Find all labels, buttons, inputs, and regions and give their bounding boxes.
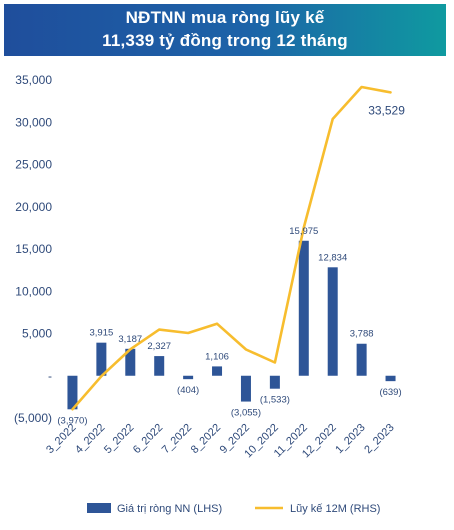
y-tick-label: 35,000 (15, 73, 52, 87)
bar-12_2022 (327, 267, 338, 376)
bar-11_2022 (298, 240, 309, 376)
bar-3_2022 (67, 375, 78, 410)
y-tick-label: 5,000 (22, 327, 52, 341)
legend: Giá trị ròng NN (LHS) Lũy kế 12M (RHS) (87, 503, 380, 515)
bar-5_2022 (125, 348, 136, 376)
y-tick-label: 20,000 (15, 200, 52, 214)
y-tick-label: 30,000 (15, 115, 52, 129)
bar-data-label: 3,915 (89, 328, 113, 339)
y-tick-label: 10,000 (15, 284, 52, 298)
x-tick-label: 7_2022 (160, 422, 194, 456)
title-banner: NĐTNN mua ròng lũy kế 11,339 tỷ đồng tro… (4, 4, 446, 56)
bar-data-label: 2,327 (147, 341, 171, 352)
bar-1_2023 (356, 343, 367, 376)
chart-title-line-1: NĐTNN mua ròng lũy kế (125, 8, 325, 27)
line-series (71, 85, 392, 411)
y-axis: (5,000) - 5,000 10,000 15,000 20,000 25,000 30,… (14, 73, 52, 425)
legend-bar-swatch (87, 503, 111, 513)
bar-7_2022 (183, 375, 194, 380)
y-tick-label: 15,000 (15, 242, 52, 256)
bar-10_2022 (269, 375, 280, 389)
chart-title-line-2: 11,339 tỷ đồng trong 12 tháng (102, 31, 348, 50)
line-end-label: 33,529 (368, 103, 405, 117)
bar-data-label: 3,788 (350, 329, 374, 340)
bar-data-label: (404) (177, 385, 199, 396)
x-tick-label: 5_2022 (102, 422, 136, 456)
bar-data-label: (639) (379, 387, 401, 398)
x-tick-label: 2_2023 (362, 422, 396, 456)
x-tick-label: 4_2022 (73, 422, 107, 456)
bar-series (67, 240, 396, 410)
x-tick-label: 8_2022 (189, 422, 223, 456)
x-tick-label: 1_2023 (333, 422, 367, 456)
bar-8_2022 (212, 366, 223, 376)
bar-data-label: 3,187 (118, 334, 142, 345)
bar-4_2022 (96, 342, 107, 376)
y-tick-label: (5,000) (14, 411, 52, 425)
cumulative-line (71, 85, 392, 411)
y-tick-label: - (48, 369, 52, 383)
bar-data-label: (1,533) (260, 395, 290, 406)
bar-data-label: 1,106 (205, 351, 229, 362)
data-labels: (3,970) 3,915 3,187 2,327 (404) 1,106 (3,055) (… (57, 103, 405, 426)
x-tick-label: 3_2022 (44, 422, 78, 456)
bar-data-label: 15,975 (289, 226, 318, 237)
y-tick-label: 25,000 (15, 158, 52, 172)
x-tick-label: 6_2022 (131, 422, 165, 456)
bar-6_2022 (154, 356, 165, 376)
bar-9_2022 (240, 375, 251, 402)
x-axis: 3_20224_20225_20226_20227_20228_20229_20… (44, 422, 397, 461)
bar-2_2023 (385, 375, 396, 382)
bar-data-label: (3,055) (231, 408, 261, 419)
bar-data-label: (3,970) (57, 415, 87, 426)
legend-bar-label: Giá trị ròng NN (LHS) (117, 503, 222, 515)
bar-data-label: 12,834 (318, 252, 347, 263)
legend-line-label: Lũy kế 12M (RHS) (290, 503, 380, 515)
